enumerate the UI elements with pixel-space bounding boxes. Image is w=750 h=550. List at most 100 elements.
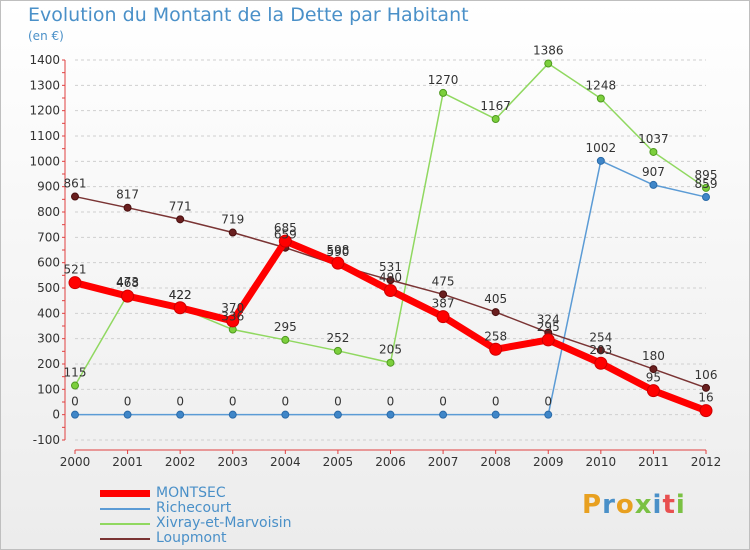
- data-point-montsec: [699, 404, 713, 418]
- chart-legend: MONTSEC Richecourt Xivray-et-Marvoisin Loup…: [100, 486, 292, 546]
- data-label-richecourt: 0: [334, 395, 342, 409]
- data-point-richecourt: [386, 410, 395, 419]
- data-label-xivray-et-marvoisin: 422: [169, 288, 192, 302]
- data-point-loupmont: [491, 308, 500, 317]
- x-tick-label: 2007: [428, 455, 459, 469]
- data-label-loupmont: 861: [64, 177, 87, 191]
- data-point-xivray-et-marvoisin: [544, 59, 553, 68]
- data-point-xivray-et-marvoisin: [649, 147, 658, 156]
- legend-label: Loupmont: [156, 530, 227, 546]
- x-tick-label: 2005: [323, 455, 354, 469]
- data-point-montsec: [173, 301, 187, 315]
- data-point-richecourt: [123, 410, 132, 419]
- x-tick-label: 2006: [375, 455, 406, 469]
- y-tick-label: 100: [37, 382, 60, 396]
- x-tick-label: 2001: [112, 455, 143, 469]
- data-label-xivray-et-marvoisin: 473: [116, 275, 139, 289]
- y-tick-label: 700: [37, 230, 60, 244]
- data-label-xivray-et-marvoisin: 115: [64, 366, 87, 380]
- data-point-xivray-et-marvoisin: [386, 358, 395, 367]
- data-point-richecourt: [333, 410, 342, 419]
- y-tick-label: 1000: [29, 154, 60, 168]
- data-label-richecourt: 0: [282, 395, 290, 409]
- legend-swatch: [100, 490, 150, 497]
- data-point-montsec: [489, 342, 503, 356]
- data-point-richecourt: [71, 410, 79, 419]
- legend-swatch: [100, 522, 150, 525]
- legend-item: MONTSEC: [100, 486, 292, 501]
- x-tick-label: 2003: [217, 455, 248, 469]
- logo-letter: x: [634, 490, 653, 520]
- data-label-loupmont: 771: [169, 199, 192, 213]
- legend-item: Loupmont: [100, 531, 292, 546]
- data-point-xivray-et-marvoisin: [281, 335, 290, 344]
- data-label-richecourt: 0: [229, 395, 237, 409]
- y-tick-label: 1400: [29, 53, 60, 67]
- data-label-xivray-et-marvoisin: 1270: [428, 73, 459, 87]
- data-point-xivray-et-marvoisin: [333, 346, 342, 355]
- data-point-xivray-et-marvoisin: [491, 115, 500, 124]
- data-label-montsec: 370: [221, 301, 244, 315]
- data-label-montsec: 490: [379, 271, 402, 285]
- x-tick-label: 2002: [165, 455, 196, 469]
- y-tick-label: 300: [37, 332, 60, 346]
- legend-item: Richecourt: [100, 501, 292, 516]
- data-point-montsec: [384, 284, 397, 298]
- data-label-richecourt: 0: [492, 395, 500, 409]
- logo-letter: i: [652, 490, 663, 520]
- data-point-richecourt: [702, 193, 710, 202]
- data-label-montsec: 598: [326, 243, 349, 257]
- logo-letter: r: [602, 490, 616, 520]
- data-point-montsec: [541, 333, 555, 347]
- data-label-loupmont: 324: [537, 313, 560, 327]
- data-label-loupmont: 590: [326, 245, 349, 259]
- y-tick-label: 600: [37, 256, 60, 270]
- x-tick-label: 2012: [691, 455, 722, 469]
- legend-swatch: [100, 537, 150, 540]
- data-label-richecourt: 0: [439, 395, 447, 409]
- data-label-loupmont: 106: [695, 368, 718, 382]
- data-label-montsec: 685: [274, 221, 297, 235]
- data-point-richecourt: [176, 410, 185, 419]
- data-label-richecourt: 0: [544, 395, 552, 409]
- data-label-richecourt: 0: [124, 395, 132, 409]
- data-label-richecourt: 907: [642, 165, 665, 179]
- proxiti-logo: Proxiti: [582, 490, 686, 520]
- legend-label: Xivray-et-Marvoisin: [156, 515, 292, 531]
- legend-label: Richecourt: [156, 500, 232, 516]
- data-label-richecourt: 0: [176, 395, 184, 409]
- x-tick-label: 2011: [638, 455, 669, 469]
- data-label-richecourt: 1002: [586, 141, 617, 155]
- y-tick-label: 500: [37, 281, 60, 295]
- x-tick-label: 2010: [586, 455, 617, 469]
- data-label-montsec: 258: [484, 329, 507, 343]
- data-label-montsec: 16: [698, 391, 713, 405]
- data-label-loupmont: 531: [379, 260, 402, 274]
- data-point-loupmont: [386, 276, 395, 285]
- y-tick-label: 400: [37, 306, 60, 320]
- data-point-xivray-et-marvoisin: [71, 381, 79, 390]
- x-tick-label: 2000: [60, 455, 91, 469]
- data-point-loupmont: [228, 228, 237, 237]
- data-point-loupmont: [649, 365, 658, 374]
- y-tick-label: 1100: [29, 129, 60, 143]
- data-point-montsec: [331, 256, 345, 270]
- data-point-xivray-et-marvoisin: [702, 183, 710, 192]
- data-label-montsec: 422: [169, 288, 192, 302]
- data-label-richecourt: 0: [71, 395, 79, 409]
- data-label-montsec: 468: [116, 276, 139, 290]
- y-tick-label: 1200: [29, 104, 60, 118]
- y-tick-label: 800: [37, 205, 60, 219]
- data-label-loupmont: 180: [642, 349, 665, 363]
- data-point-loupmont: [596, 346, 605, 355]
- data-point-loupmont: [71, 192, 79, 201]
- logo-letter: t: [662, 490, 676, 520]
- data-point-richecourt: [281, 410, 290, 419]
- x-tick-label: 2004: [270, 455, 301, 469]
- y-tick-label: 0: [52, 408, 60, 422]
- y-tick-label: 900: [37, 180, 60, 194]
- data-point-loupmont: [176, 215, 185, 224]
- data-point-montsec: [68, 276, 82, 290]
- data-label-loupmont: 475: [432, 274, 455, 288]
